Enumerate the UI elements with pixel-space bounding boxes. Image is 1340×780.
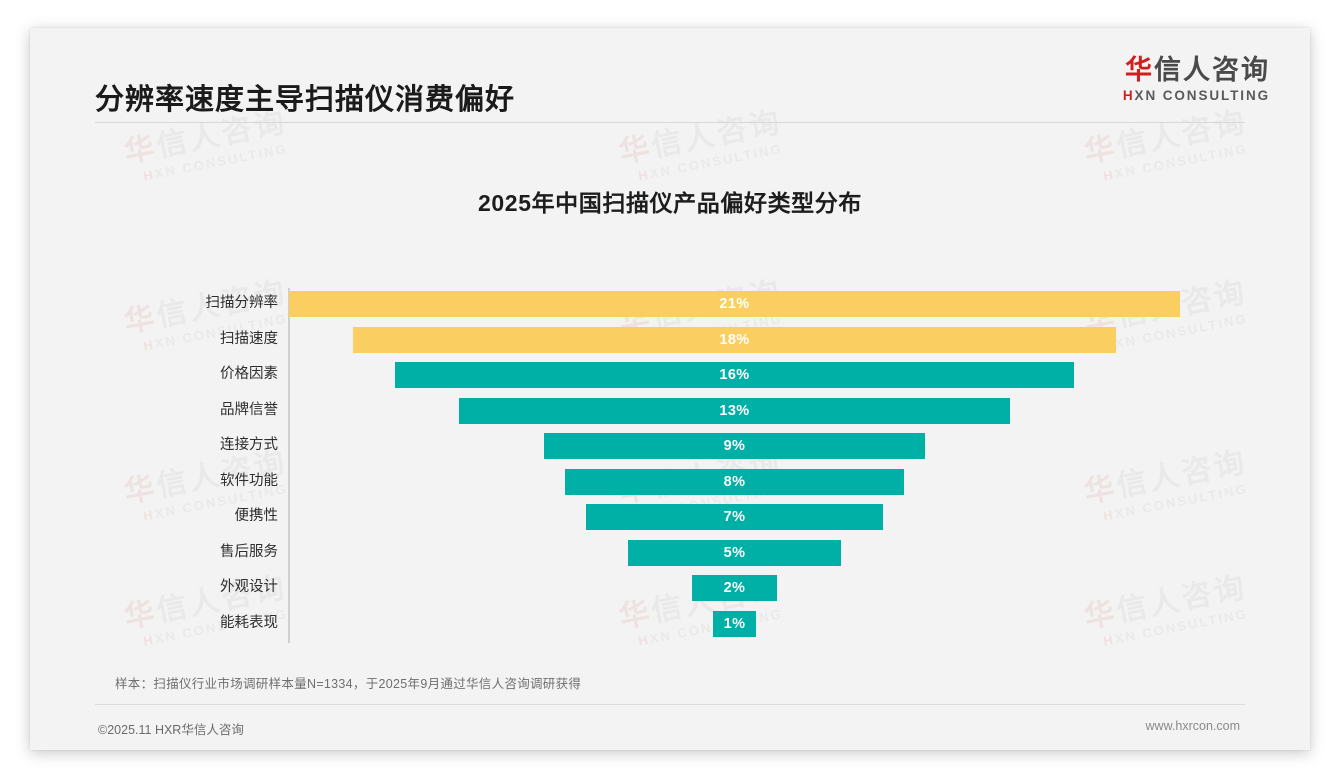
logo-english-accent: H xyxy=(1122,88,1135,104)
bar[interactable]: 5% xyxy=(628,539,841,566)
footer-divider xyxy=(95,704,1245,705)
footer-copyright: ©2025.11 HXR华信人咨询 xyxy=(98,723,244,737)
bar-track: 7% xyxy=(289,499,1180,535)
logo-chinese-rest: 信人咨询 xyxy=(1154,55,1270,85)
bar[interactable]: 2% xyxy=(692,575,777,601)
bar-track: 18% xyxy=(289,322,1180,358)
bar-track: 16% xyxy=(289,357,1180,393)
bar-value-label: 9% xyxy=(723,438,746,454)
bar-row: 能耗表现 1% xyxy=(180,606,1180,642)
bar-row: 外观设计 2% xyxy=(180,570,1180,606)
bar[interactable]: 1% xyxy=(713,610,756,637)
bar-series: 扫描分辨率 21% 扫描速度 18% 价格因素 16% 品牌信誉 13% 连接方式 9% 软件功能 8… xyxy=(180,286,1180,641)
bar-row: 软件功能 8% xyxy=(180,464,1180,500)
logo-english: HXN CONSULTING xyxy=(1123,88,1270,103)
bar-track: 13% xyxy=(289,393,1180,429)
slide-header: 分辨率速度主导扫描仪消费偏好 华信人咨询 HXN CONSULTING xyxy=(30,28,1310,126)
chart-title: 2025年中国扫描仪产品偏好类型分布 xyxy=(478,190,862,216)
company-logo: 华信人咨询 HXN CONSULTING xyxy=(1123,56,1270,104)
bar[interactable]: 13% xyxy=(458,397,1011,424)
bar-track: 8% xyxy=(289,464,1180,500)
chart-area: 2025年中国扫描仪产品偏好类型分布 扫描分辨率 21% 扫描速度 18% 价格因素 16… xyxy=(30,126,1310,686)
bar-track: 5% xyxy=(289,535,1180,571)
slide-footer: ©2025.11 HXR华信人咨询 www.hxrcon.com xyxy=(30,706,1310,750)
category-label: 软件功能 xyxy=(220,472,278,489)
category-label: 扫描速度 xyxy=(220,330,278,347)
category-label: 能耗表现 xyxy=(220,614,278,631)
bar-value-label: 18% xyxy=(719,331,750,348)
logo-chinese-accent: 华 xyxy=(1125,55,1154,85)
bar-track: 1% xyxy=(289,606,1180,642)
bar[interactable]: 8% xyxy=(564,468,905,495)
bar[interactable]: 16% xyxy=(395,362,1074,388)
category-label: 扫描分辨率 xyxy=(205,295,279,311)
category-label: 价格因素 xyxy=(220,366,278,382)
category-axis-line xyxy=(288,288,290,643)
bar-track: 9% xyxy=(289,428,1180,464)
category-label: 连接方式 xyxy=(220,437,278,453)
page-title: 分辨率速度主导扫描仪消费偏好 xyxy=(95,84,516,116)
bar-track: 2% xyxy=(289,570,1180,606)
bar-value-label: 13% xyxy=(719,402,750,419)
bar[interactable]: 7% xyxy=(586,504,883,530)
bar[interactable]: 9% xyxy=(543,433,926,459)
bar-row: 售后服务 5% xyxy=(180,535,1180,571)
bar-value-label: 21% xyxy=(719,296,750,312)
category-label: 便携性 xyxy=(234,508,279,524)
bar[interactable]: 21% xyxy=(289,291,1180,317)
bar-value-label: 16% xyxy=(719,367,750,383)
bar[interactable]: 18% xyxy=(352,326,1117,353)
bar-row: 品牌信誉 13% xyxy=(180,393,1180,429)
bar-row: 连接方式 9% xyxy=(180,428,1180,464)
bar-row: 扫描分辨率 21% xyxy=(180,286,1180,322)
bar-row: 便携性 7% xyxy=(180,499,1180,535)
footer-website: www.hxrcon.com xyxy=(1145,719,1240,733)
category-label: 品牌信誉 xyxy=(220,401,278,418)
bar-row: 扫描速度 18% xyxy=(180,322,1180,358)
source-note: 样本：扫描仪行业市场调研样本量N=1334，于2025年9月通过华信人咨询调研获… xyxy=(115,677,582,691)
bar-row: 价格因素 16% xyxy=(180,357,1180,393)
slide-canvas: 华信人咨询 HXN CONSULTING 华信人咨询 HXN CONSULTING 华信… xyxy=(30,28,1310,750)
bar-track: 21% xyxy=(289,286,1180,322)
category-label: 售后服务 xyxy=(220,543,278,560)
bar-value-label: 5% xyxy=(723,544,746,561)
logo-english-rest: XN CONSULTING xyxy=(1134,88,1270,104)
bar-value-label: 1% xyxy=(723,615,746,632)
bar-value-label: 7% xyxy=(723,509,746,525)
funnel-bar-chart: 扫描分辨率 21% 扫描速度 18% 价格因素 16% 品牌信誉 13% 连接方式 9% 软件功能 8… xyxy=(180,286,1180,646)
category-label: 外观设计 xyxy=(220,579,278,595)
header-divider xyxy=(95,122,1245,123)
bar-value-label: 8% xyxy=(723,473,746,490)
bar-value-label: 2% xyxy=(723,580,746,596)
logo-chinese: 华信人咨询 xyxy=(1123,56,1270,84)
